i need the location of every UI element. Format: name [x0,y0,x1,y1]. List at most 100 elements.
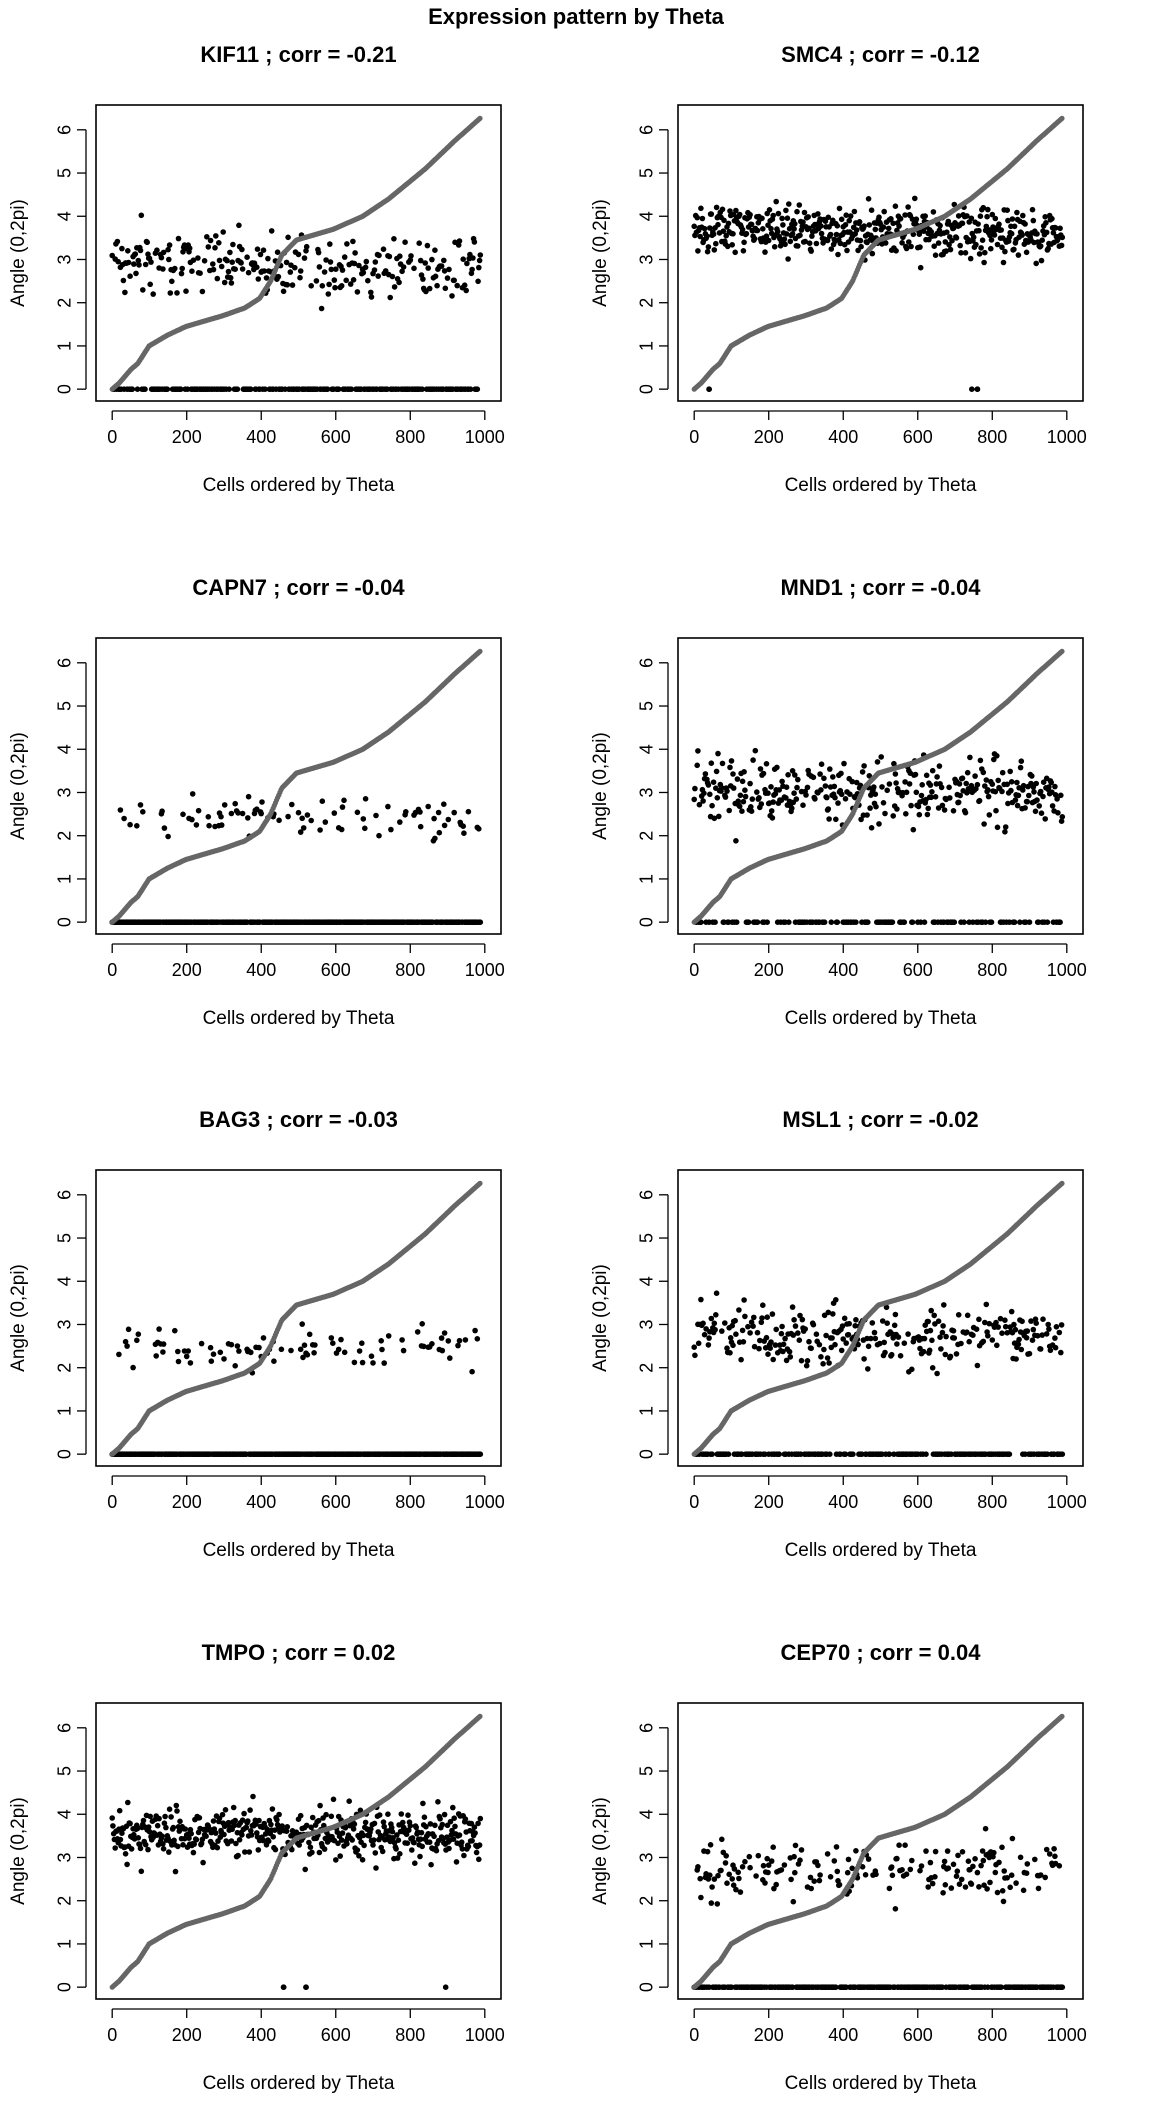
data-point [698,1297,704,1303]
data-point [1057,919,1063,925]
data-point [893,248,899,254]
y-tick-label: 3 [637,254,657,264]
data-point [323,819,329,825]
data-point [747,781,753,787]
data-point [873,804,879,810]
data-point [743,794,749,800]
data-point [308,283,314,289]
y-tick-label: 0 [55,917,75,927]
data-point [835,800,841,806]
data-point [975,221,981,227]
data-point [739,808,745,814]
data-point [446,1338,452,1344]
data-point [462,282,468,288]
data-point [1011,247,1017,253]
data-point [988,246,994,252]
data-point [166,257,172,263]
data-point [788,239,794,245]
data-point [352,1360,358,1366]
data-point [706,1335,712,1341]
data-point [425,804,431,810]
data-point [692,1353,698,1359]
data-point [136,262,142,268]
data-point [1057,1330,1063,1336]
data-point [1040,1316,1046,1322]
x-tick-label: 200 [754,960,784,980]
data-point [774,765,780,771]
data-point [908,803,914,809]
data-point [938,1346,944,1352]
data-point [1007,1451,1013,1457]
data-point [299,1321,305,1327]
data-point [1016,1342,1022,1348]
data-point [843,1340,849,1346]
data-point [1031,218,1037,224]
data-point [765,1351,771,1357]
y-tick-label: 2 [637,298,657,308]
data-point [425,243,431,249]
data-point [902,919,908,925]
y-tick-label: 6 [55,1190,75,1200]
data-point [867,805,873,811]
x-tick-label: 800 [395,427,425,447]
data-point [981,770,987,776]
data-point [705,249,711,255]
data-point [767,1345,773,1351]
x-tick-label: 0 [689,427,699,447]
data-point [190,791,196,797]
data-point [975,1363,981,1369]
data-point [817,771,823,777]
data-point [794,785,800,791]
data-point [344,241,350,247]
data-point [212,245,218,251]
data-point [902,1340,908,1346]
y-tick-label: 5 [55,1233,75,1243]
data-point [457,1338,463,1344]
data-point [928,782,934,788]
data-point [963,250,969,256]
data-point [319,306,325,312]
data-point [202,258,208,264]
data-point [994,1343,1000,1349]
data-point [781,1342,787,1348]
data-point [392,284,398,290]
data-point [312,1342,318,1348]
data-point [755,1330,761,1336]
data-point [761,771,767,777]
data-point [837,206,843,212]
data-point [805,214,811,220]
data-point [239,247,245,253]
data-point [138,248,144,254]
data-point [811,1322,817,1328]
data-point [419,1321,425,1327]
data-point [803,792,809,798]
data-point [206,814,212,820]
data-point [255,246,261,252]
data-point [255,276,261,282]
data-point [889,1352,895,1358]
data-point [261,1335,267,1341]
data-point [694,763,700,769]
data-point [818,787,824,793]
data-point [892,1323,898,1329]
data-point [1014,210,1020,216]
data-point [779,1324,785,1330]
data-point [993,216,999,222]
data-point [206,244,212,250]
data-point [208,1345,214,1351]
data-point [434,283,440,289]
data-point [808,1346,814,1352]
data-point [140,287,146,293]
data-point [320,798,326,804]
data-point [706,386,712,392]
theta-point [477,649,482,654]
data-point [1045,919,1051,925]
data-point [712,1321,718,1327]
data-point [296,252,302,258]
data-point [143,262,149,268]
data-point [749,808,755,814]
data-point [703,771,709,777]
data-point [896,1334,902,1340]
data-point [741,1339,747,1345]
data-point [195,255,201,261]
